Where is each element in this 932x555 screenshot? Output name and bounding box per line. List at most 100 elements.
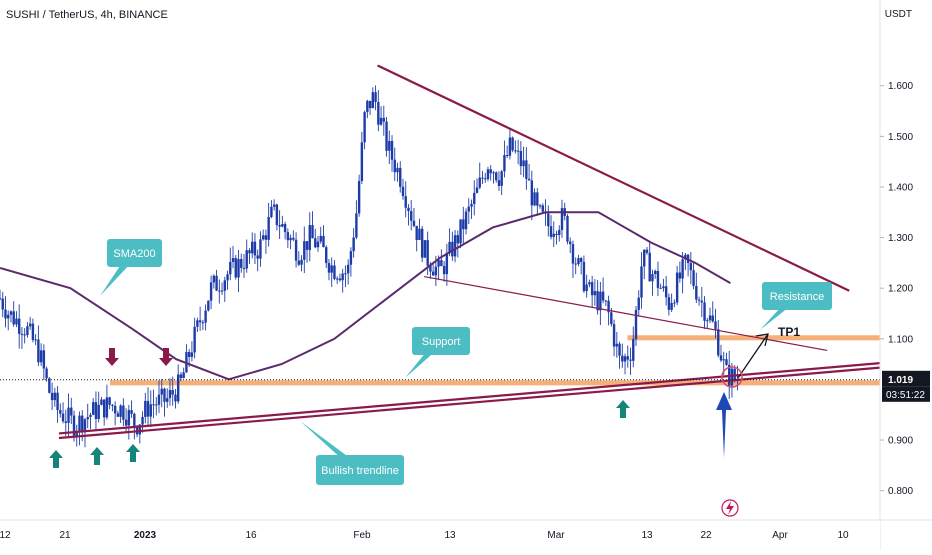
candle-body (97, 404, 100, 419)
candle-body (349, 251, 353, 265)
candle-body (182, 372, 185, 379)
candle-body (637, 297, 640, 310)
x-tick-label: 13 (641, 530, 653, 541)
candle-body (300, 259, 303, 265)
candle-body (130, 410, 133, 414)
candle-body (83, 419, 87, 433)
price-axis-panel[interactable] (880, 0, 932, 550)
candle-body (547, 213, 550, 227)
candle-body (648, 252, 651, 282)
candle-body (681, 259, 684, 279)
support-callout-box (412, 327, 470, 355)
arrow-up-icon (616, 400, 630, 418)
candles-layer (0, 85, 739, 448)
y-tick-label: 0.900 (888, 436, 913, 447)
candle-body (659, 287, 662, 289)
candle-body (481, 177, 484, 179)
lightning-bolt-glyph (726, 501, 734, 515)
candle-body (626, 356, 629, 360)
x-tick-label: 2023 (134, 530, 157, 541)
candle-body (533, 192, 536, 206)
candle-body (434, 266, 438, 276)
x-tick-label: 16 (245, 530, 257, 541)
candle-body (632, 339, 635, 361)
candle-body (456, 235, 460, 244)
candle-body (113, 405, 117, 414)
candle-body (319, 235, 322, 242)
candle-body (179, 374, 183, 379)
candle-body (664, 286, 668, 298)
candle-body (522, 160, 525, 167)
candle-body (193, 326, 196, 353)
y-tick-label: 1.300 (888, 233, 913, 244)
candle-body (67, 407, 70, 423)
candle-body (283, 224, 287, 233)
candle-body (322, 235, 325, 248)
candle-body (377, 101, 380, 125)
sma200-callout: SMA200 (100, 239, 162, 296)
bullish-trendline-callout: Bullish trendline (300, 421, 404, 485)
candle-body (530, 180, 534, 206)
candle-body (601, 291, 605, 301)
arrow-up-icon (90, 447, 104, 465)
candle-body (368, 100, 372, 109)
candle-body (714, 321, 717, 330)
candle-body (166, 398, 169, 402)
candle-body (78, 415, 81, 431)
arrow-down-icon (105, 348, 119, 366)
zone-support (110, 380, 880, 386)
candle-body (684, 254, 687, 260)
candle-body (325, 247, 328, 264)
candle-body (242, 267, 246, 269)
candle-body (607, 300, 610, 313)
candle-body (9, 311, 13, 315)
candle-body (124, 419, 128, 426)
candle-body (75, 430, 78, 437)
candle-body (141, 416, 144, 425)
descending-trendline (377, 64, 850, 292)
candle-body (240, 258, 243, 268)
candle-body (344, 273, 347, 275)
candle-body (623, 356, 627, 362)
candle-body (643, 249, 646, 267)
candle-body (497, 180, 501, 186)
y-tick-label: 0.800 (888, 486, 913, 497)
candle-body (459, 219, 462, 244)
candle-body (719, 355, 723, 361)
candle-body (604, 300, 608, 302)
candle-body (722, 359, 725, 361)
candle-body (717, 329, 720, 356)
x-tick-label: 12 (0, 530, 11, 541)
candle-body (410, 211, 413, 221)
currency-label: USDT (884, 9, 912, 20)
candle-body (442, 266, 446, 275)
candle-body (451, 241, 454, 257)
candle-body (111, 404, 114, 406)
candle-body (155, 404, 158, 406)
candle-body (122, 405, 125, 420)
candle-body (445, 252, 449, 275)
candle-body (494, 172, 498, 181)
candle-body (45, 368, 48, 379)
candle-body (12, 311, 15, 325)
time-axis-panel[interactable] (0, 520, 880, 550)
candle-body (333, 265, 336, 279)
x-tick-label: 21 (59, 530, 71, 541)
candle-body (201, 322, 205, 324)
candle-body (653, 270, 657, 275)
big-arrow-up-icon (716, 392, 732, 458)
candle-body (555, 233, 558, 236)
candle-body (464, 211, 468, 230)
candle-body (23, 334, 26, 336)
candle-body (133, 413, 136, 427)
candle-body (352, 237, 355, 252)
candle-body (492, 172, 495, 174)
timer-box (882, 386, 930, 402)
candle-body (541, 205, 544, 212)
candle-body (248, 250, 251, 254)
candle-body (102, 399, 106, 418)
candle-body (311, 225, 314, 239)
bullish-trendline-callout-box (316, 455, 404, 485)
candle-body (670, 302, 673, 310)
